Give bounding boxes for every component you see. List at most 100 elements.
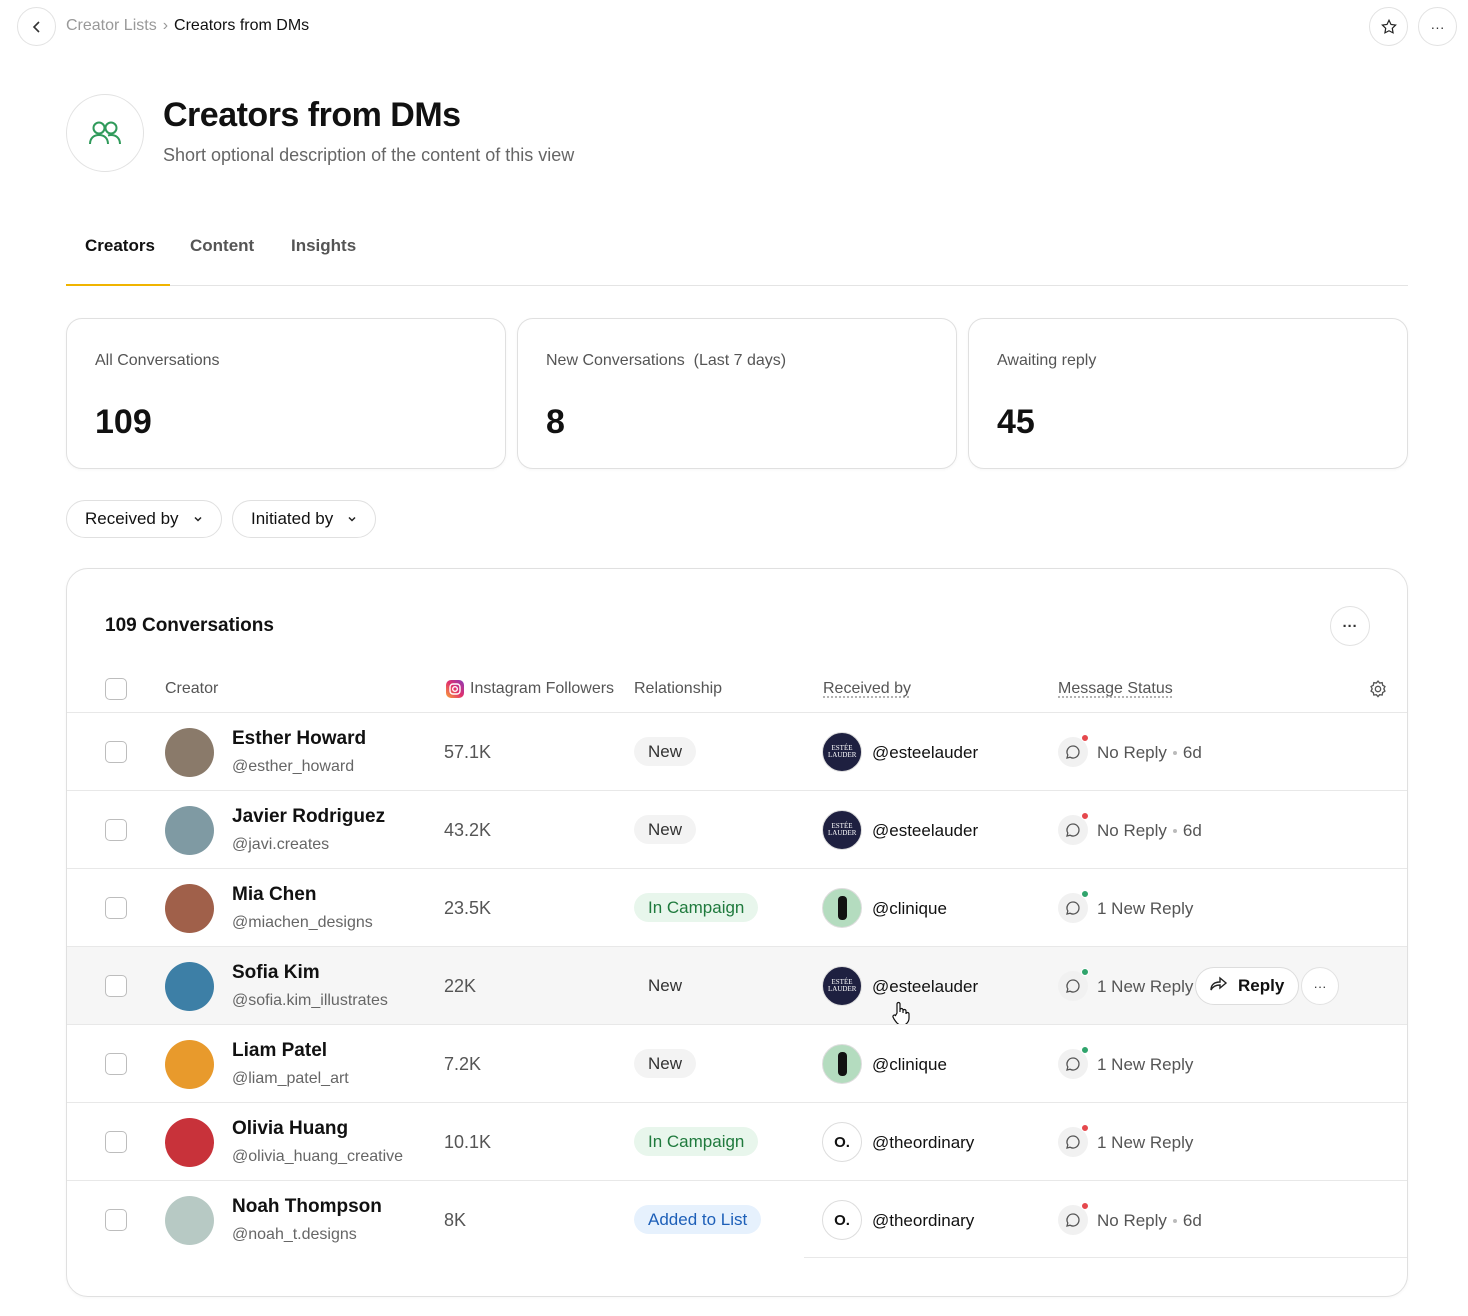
creator-name[interactable]: Liam Patel (232, 1040, 328, 1061)
received-by-handle: @esteelauder (872, 821, 979, 840)
received-by-handle: @clinique (872, 1055, 947, 1074)
row-checkbox[interactable] (105, 819, 127, 841)
cursor (891, 1001, 911, 1032)
status-text: 1 New Reply (1097, 977, 1194, 996)
select-all-checkbox[interactable] (105, 678, 127, 700)
creator-handle: @liam_patel_art (232, 1070, 349, 1087)
message-icon (1058, 815, 1088, 845)
table-more-button[interactable]: ··· (1330, 606, 1370, 646)
row-checkbox[interactable] (105, 897, 127, 919)
table-row[interactable]: Sofia Kim @sofia.kim_illustrates 22K New EST… (67, 946, 1407, 1026)
received-by-handle: @clinique (872, 899, 947, 918)
column-header: Creator (165, 680, 219, 697)
followers: 57.1K (444, 742, 492, 762)
more-button[interactable]: ··· (1418, 7, 1457, 46)
status-text: No Reply (1097, 821, 1167, 840)
filter-dropdown[interactable]: Received by (66, 500, 222, 538)
message-status: 1 New Reply (1097, 1055, 1193, 1075)
message-icon (1058, 737, 1088, 767)
creator-name[interactable]: Mia Chen (232, 884, 317, 905)
column-header: Relationship (634, 680, 723, 697)
message-icon (1058, 893, 1088, 923)
row-checkbox[interactable] (105, 741, 127, 763)
back-button[interactable] (17, 7, 56, 46)
status-dot (1081, 1202, 1089, 1210)
received-by-handle: @esteelauder (872, 743, 979, 762)
row-more-button[interactable]: ··· (1301, 967, 1339, 1005)
active-tab-underline (66, 284, 170, 286)
reply-button[interactable]: Reply (1195, 967, 1300, 1005)
stat-value: 8 (546, 403, 565, 441)
creator-name[interactable]: Olivia Huang (232, 1118, 349, 1139)
creator-avatar (165, 1118, 214, 1167)
status-text: 1 New Reply (1097, 1133, 1194, 1152)
table-row[interactable]: Liam Patel @liam_patel_art 7.2K New @cliniqu… (67, 1024, 1407, 1102)
brand-avatar: O. (822, 1122, 862, 1162)
message-icon (1058, 1127, 1088, 1157)
brand-logo: ESTÉE LAUDER (828, 822, 857, 837)
status-dot (1081, 1124, 1089, 1132)
stat-card: New Conversations (Last 7 days) 8 (517, 318, 957, 469)
creator-avatar (165, 962, 214, 1011)
brand-logo: ESTÉE LAUDER (828, 978, 857, 993)
relationship-tag: New (648, 975, 683, 995)
settings-icon[interactable] (1368, 679, 1388, 704)
row-checkbox[interactable] (105, 1053, 127, 1075)
status-dot (1081, 1046, 1089, 1054)
brand-avatar: O. (822, 1200, 862, 1240)
list-icon (66, 94, 144, 172)
separator-dot (1172, 751, 1177, 755)
instagram-icon (446, 680, 464, 698)
followers: 43.2K (444, 820, 492, 840)
creator-name[interactable]: Sofia Kim (232, 962, 320, 983)
creator-handle: @olivia_huang_creative (232, 1148, 404, 1165)
column-header: Instagram Followers (470, 680, 615, 697)
creator-handle: @sofia.kim_illustrates (232, 992, 388, 1009)
separator-dot (1172, 1219, 1177, 1223)
status-text: No Reply (1097, 743, 1167, 762)
table-row[interactable]: Esther Howard @esther_howard 57.1K New ESTÉE… (67, 712, 1407, 790)
message-status: No Reply 6d (1097, 1211, 1202, 1231)
breadcrumb-parent[interactable]: Creator Lists (66, 17, 157, 34)
row-checkbox[interactable] (105, 1131, 127, 1153)
tab[interactable]: Insights (291, 236, 357, 255)
received-by-handle: @theordinary (872, 1211, 975, 1230)
reply-icon (1210, 976, 1228, 997)
message-icon (1058, 1049, 1088, 1079)
tab-divider (66, 285, 1408, 286)
table-row[interactable]: Olivia Huang @olivia_huang_creative 10.1K I… (67, 1102, 1407, 1180)
row-checkbox[interactable] (105, 1209, 127, 1231)
creator-name[interactable]: Noah Thompson (232, 1196, 382, 1217)
relationship-tag: New (634, 737, 697, 766)
breadcrumb-current: Creators from DMs (174, 17, 310, 34)
filter-label: Received by (85, 509, 179, 528)
creator-name[interactable]: Esther Howard (232, 728, 367, 749)
tab[interactable]: Content (190, 236, 255, 255)
row-checkbox[interactable] (105, 975, 127, 997)
stat-card: All Conversations 109 (66, 318, 506, 469)
brand-logo-mark (837, 896, 847, 920)
message-status: 1 New Reply (1097, 899, 1193, 919)
chevron (347, 509, 357, 529)
table-row[interactable]: Mia Chen @miachen_designs 23.5K In Campaign… (67, 868, 1407, 946)
stat-label: All Conversations (95, 352, 220, 369)
brand-avatar: ESTÉE LAUDER (822, 810, 862, 850)
creator-handle: @noah_t.designs (232, 1226, 357, 1243)
followers: 22K (444, 976, 477, 996)
tab[interactable]: Creators (85, 236, 155, 255)
creator-name[interactable]: Javier Rodriguez (232, 806, 386, 827)
filter-dropdown[interactable]: Initiated by (232, 500, 377, 538)
message-status: 1 New Reply (1097, 1133, 1193, 1153)
relationship-tag: New (634, 815, 697, 844)
table-row[interactable]: Noah Thompson @noah_t.designs 8K Added to L… (67, 1180, 1407, 1258)
table-row[interactable]: Javier Rodriguez @javi.creates 43.2K New EST… (67, 790, 1407, 868)
status-text: 1 New Reply (1097, 899, 1194, 918)
column-header: Received by (823, 680, 912, 697)
brand-logo: O. (834, 1211, 850, 1229)
stat-value: 109 (95, 403, 152, 441)
creator-avatar (165, 728, 214, 777)
received-by-handle: @theordinary (872, 1133, 975, 1152)
filter-label: Initiated by (251, 509, 334, 528)
page-description: Short optional description of the conten… (163, 145, 575, 165)
star-button[interactable] (1369, 7, 1408, 46)
